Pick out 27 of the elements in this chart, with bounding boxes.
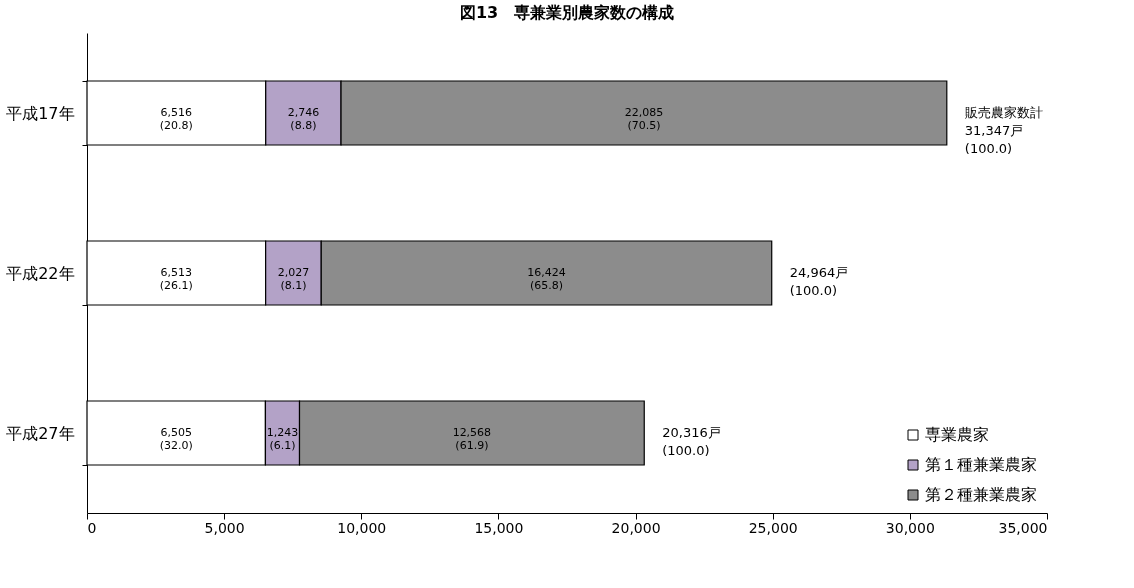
x-tick-label: 15,000: [474, 519, 524, 536]
x-tick-label: 25,000: [748, 519, 798, 536]
x-tick-label: 10,000: [337, 519, 387, 536]
legend-label: 第２種兼業農家: [925, 485, 1037, 504]
data-label: 2,027 (8.1): [277, 266, 310, 292]
data-label: 6,505 (32.0): [159, 426, 193, 452]
x-tick-label: 35,000: [998, 519, 1048, 536]
x-tick-label: 0: [87, 519, 97, 536]
total-label: 販売農家数計 31,347戸 (100.0): [964, 105, 1043, 156]
y-tick-label: 平成27年: [6, 423, 75, 443]
legend-label: 第１種兼業農家: [925, 455, 1037, 474]
chart-title: 図13 専兼業別農家数の構成: [459, 3, 675, 22]
legend-label: 専業農家: [925, 425, 989, 444]
data-label: 6,513 (26.1): [159, 266, 193, 292]
total-label: 24,964戸 (100.0): [789, 265, 849, 298]
data-label: 1,243 (6.1): [266, 426, 299, 452]
data-label: 2,746 (8.8): [287, 106, 320, 132]
data-label: 16,424 (65.8): [527, 266, 566, 292]
data-label: 12,568 (61.9): [452, 426, 492, 452]
y-tick-label: 平成17年: [6, 103, 75, 123]
total-label: 20,316戸 (100.0): [662, 425, 721, 458]
x-tick-label: 30,000: [885, 519, 935, 536]
x-tick-label: 5,000: [204, 519, 245, 536]
y-tick-label: 平成22年: [6, 263, 75, 283]
data-label: 22,085 (70.5): [624, 106, 664, 132]
x-tick-label: 20,000: [611, 519, 661, 536]
data-label: 6,516 (20.8): [159, 106, 193, 132]
